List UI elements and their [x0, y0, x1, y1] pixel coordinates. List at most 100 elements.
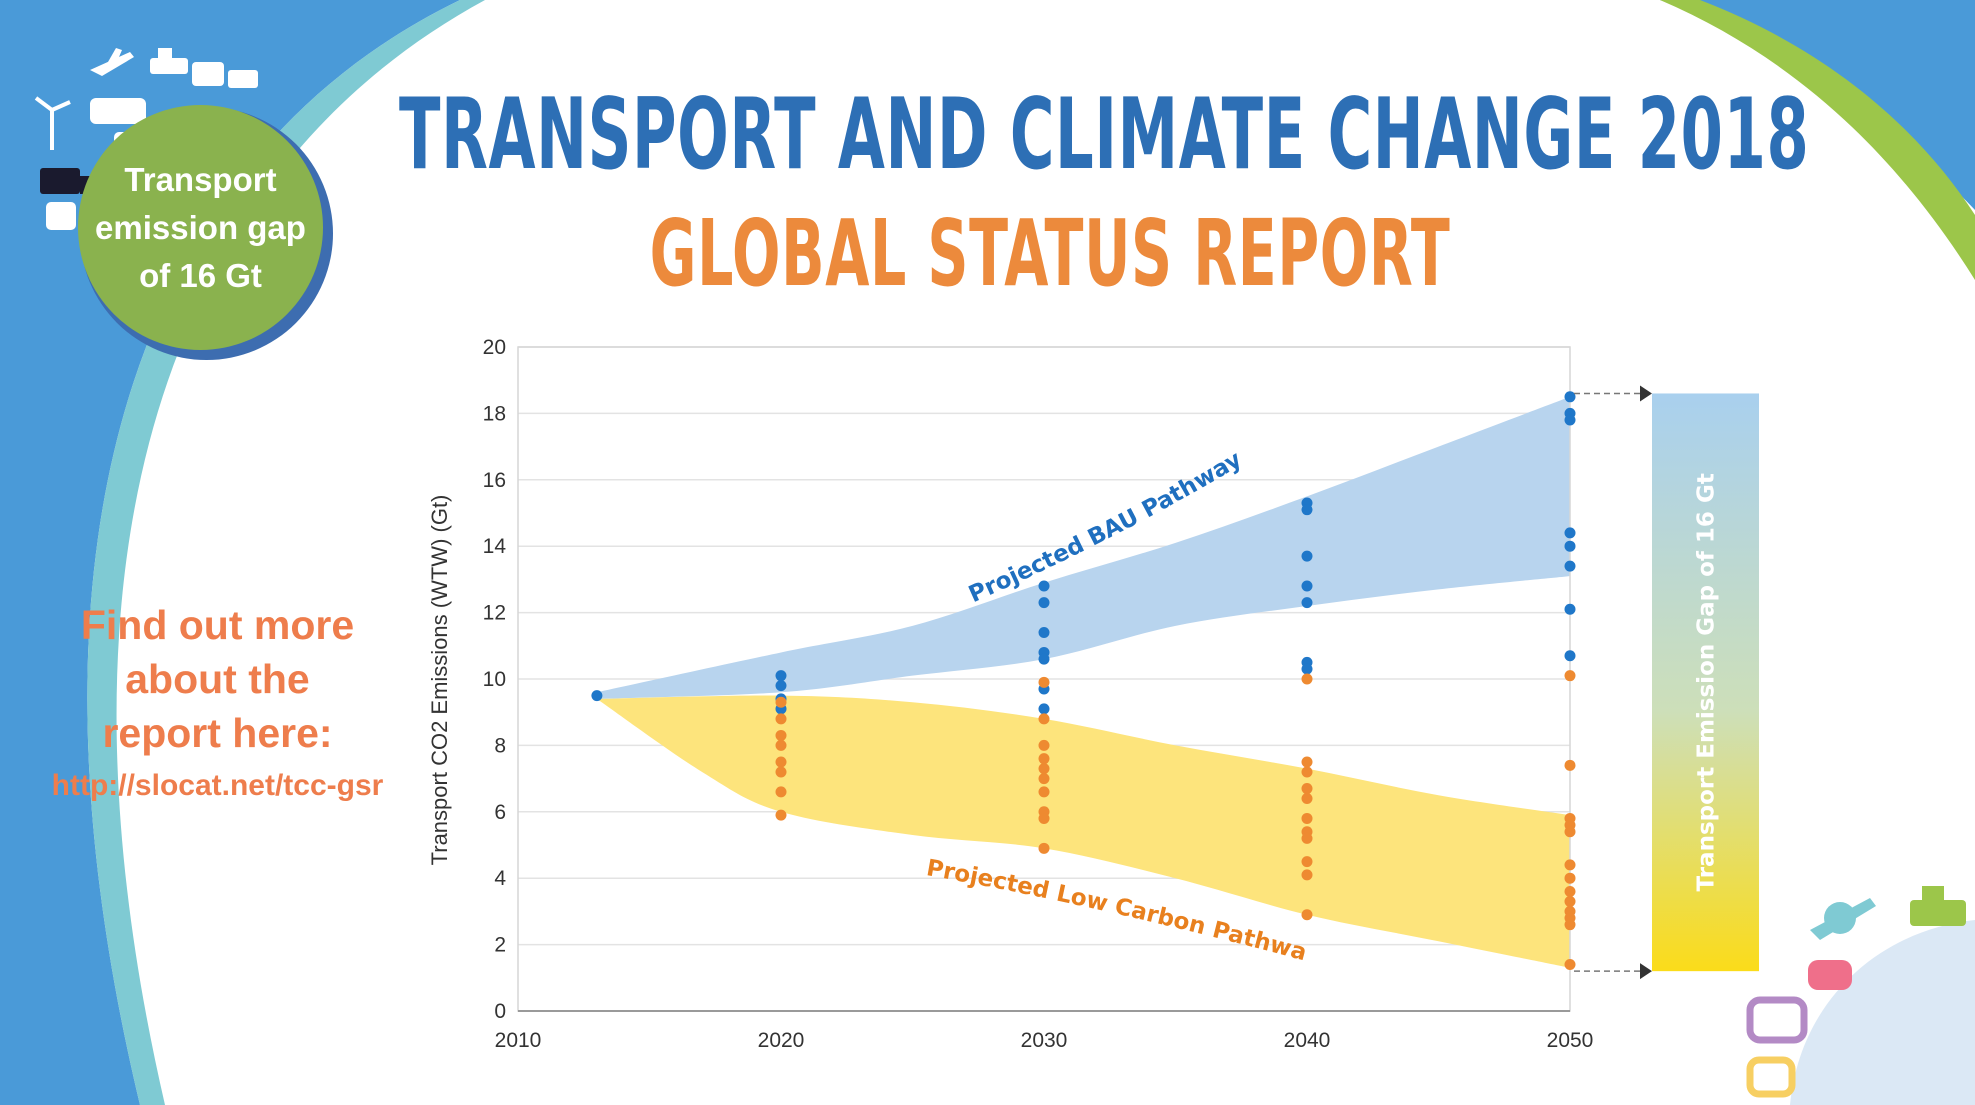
low-carbon-point [1038, 812, 1050, 824]
right-green-arc [1660, 0, 1975, 280]
emission-gap-indicator: Transport Emission Gap of 16 Gt [1574, 385, 1759, 980]
low-carbon-point [1564, 959, 1576, 971]
low-carbon-point [1301, 756, 1313, 768]
bau-point [1038, 597, 1050, 609]
y-tick-label: 4 [494, 867, 506, 890]
low-carbon-point [1038, 763, 1050, 775]
low-carbon-point [1301, 783, 1313, 795]
low-carbon-point [1301, 832, 1313, 844]
low-carbon-point [1301, 856, 1313, 868]
ship-icon [150, 48, 188, 74]
low-carbon-point [1564, 919, 1576, 931]
bau-point [1564, 603, 1576, 615]
y-tick-label: 8 [494, 734, 506, 757]
low-carbon-point [1564, 670, 1576, 682]
bau-point [1038, 703, 1050, 715]
page-subtitle: GLOBAL STATUS REPORT [649, 200, 1451, 307]
emission-gap-badge: Transport emission gap of 16 Gt [78, 105, 323, 350]
bau-point [1301, 580, 1313, 592]
bus-icon [1746, 1056, 1796, 1098]
low-carbon-point [1301, 909, 1313, 921]
low-carbon-point [775, 729, 787, 741]
low-carbon-point [775, 786, 787, 798]
airplane-icon [90, 48, 134, 76]
bau-point [591, 690, 603, 702]
y-axis-label: Transport CO2 Emissions (WTW) (Gt) [427, 495, 452, 866]
wind-turbine-icon [34, 96, 71, 150]
bau-point [1564, 527, 1576, 539]
low-carbon-point [775, 739, 787, 751]
x-tick-label: 2030 [1021, 1029, 1068, 1052]
transport-icons [34, 48, 258, 230]
low-carbon-point [1301, 766, 1313, 778]
emission-gap-label: Transport Emission Gap of 16 Gt [1694, 473, 1720, 891]
gap-bottom-arrow [1640, 963, 1652, 980]
report-link[interactable]: http://slocat.net/tcc-gsr [51, 769, 384, 802]
x-tick-label: 2040 [1284, 1029, 1331, 1052]
low-carbon-point [1038, 739, 1050, 751]
bau-point [1301, 597, 1313, 609]
cta-line-1: Find out more [80, 602, 355, 648]
y-tick-label: 6 [494, 801, 506, 824]
low-carbon-point [1301, 869, 1313, 881]
bottom-right-arc [1790, 920, 1975, 1105]
y-tick-label: 2 [494, 934, 506, 957]
transport-icons-bottom [1746, 886, 1966, 1098]
pathway-bands [596, 396, 1570, 968]
low-carbon-point [1564, 826, 1576, 838]
y-tick-label: 0 [494, 1000, 506, 1023]
low-carbon-point [1038, 773, 1050, 785]
bau-point [1301, 550, 1313, 562]
y-tick-label: 16 [483, 469, 506, 492]
bau-point [775, 670, 787, 682]
low-carbon-point [775, 756, 787, 768]
x-tick-label: 2020 [758, 1029, 805, 1052]
bau-point [1564, 560, 1576, 572]
y-tick-label: 20 [483, 336, 506, 359]
low-carbon-point [1301, 812, 1313, 824]
gap-top-arrow [1640, 385, 1652, 402]
x-tick-label: 2010 [495, 1029, 542, 1052]
low-carbon-point [1564, 859, 1576, 871]
bau-point [1038, 627, 1050, 639]
plane-icon [1810, 898, 1876, 940]
cta-line-3: report here: [102, 710, 333, 756]
bau-point [1038, 653, 1050, 665]
find-out-more: Find out more about the report here: htt… [20, 598, 415, 806]
y-tick-label: 12 [483, 602, 506, 625]
train-icon [1746, 996, 1808, 1044]
bau-point [1564, 650, 1576, 662]
axis-ticks: 0 2 4 6 8 10 12 14 16 18 20 2010 2020 2030 2040 2050 [483, 336, 1594, 1052]
low-carbon-point [1301, 673, 1313, 685]
low-carbon-point [1038, 753, 1050, 765]
scenario-points [591, 391, 1576, 971]
x-tick-label: 2050 [1547, 1029, 1594, 1052]
bau-point [1564, 414, 1576, 426]
car-icon [1808, 960, 1852, 990]
bus-icon [192, 62, 258, 88]
bau-point [1038, 580, 1050, 592]
tram-icon [46, 202, 76, 230]
low-carbon-point [1564, 885, 1576, 897]
low-carbon-point [1038, 713, 1050, 725]
bau-point [1564, 391, 1576, 403]
low-carbon-point [1038, 676, 1050, 688]
badge-line-3: of 16 Gt [139, 256, 262, 294]
low-carbon-point [1564, 872, 1576, 884]
low-carbon-point [775, 766, 787, 778]
low-carbon-point [775, 809, 787, 821]
low-carbon-point [1038, 842, 1050, 854]
right-blue-corner [1660, 0, 1975, 210]
ship-icon [1910, 886, 1966, 926]
bau-point [1564, 540, 1576, 552]
low-carbon-band [596, 695, 1570, 968]
low-carbon-point [1038, 786, 1050, 798]
low-carbon-point [775, 696, 787, 708]
badge-line-1: Transport [124, 160, 277, 198]
bau-point [775, 680, 787, 692]
low-carbon-point [1564, 759, 1576, 771]
y-tick-label: 14 [483, 535, 507, 558]
bau-point [1301, 504, 1313, 516]
y-tick-label: 10 [483, 668, 506, 691]
